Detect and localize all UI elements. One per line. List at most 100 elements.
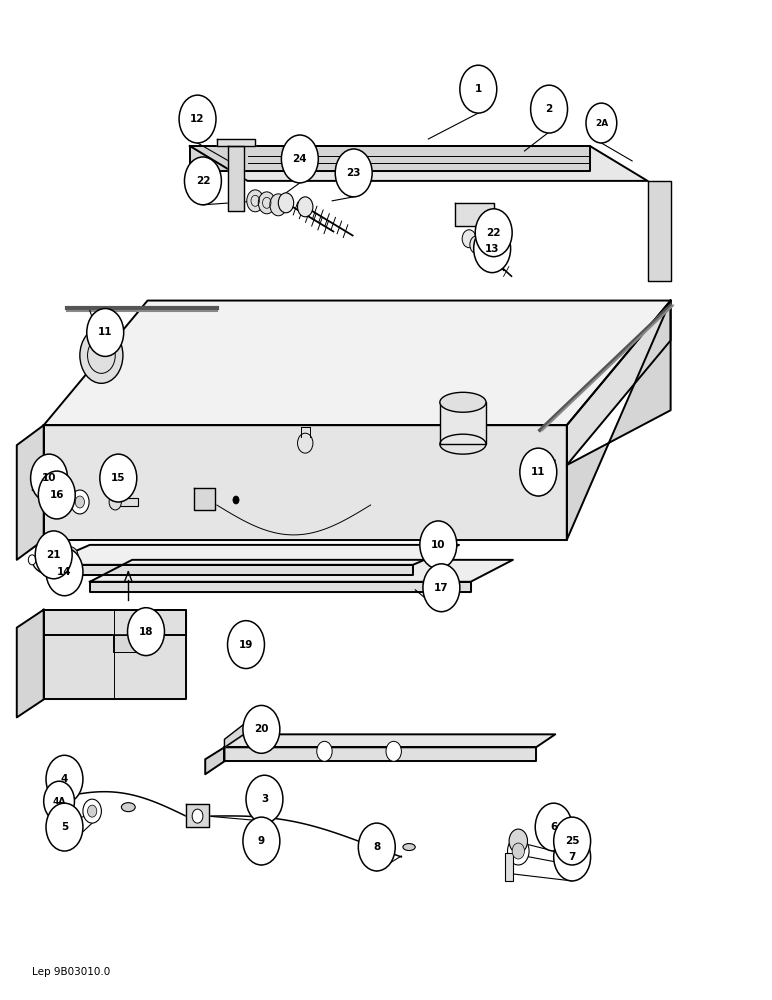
Polygon shape: [90, 560, 513, 582]
Circle shape: [247, 190, 264, 212]
Circle shape: [70, 490, 89, 514]
Circle shape: [335, 149, 372, 197]
Text: 5: 5: [61, 822, 68, 832]
Circle shape: [243, 817, 279, 865]
Circle shape: [297, 197, 313, 217]
Polygon shape: [190, 146, 648, 181]
Circle shape: [127, 608, 164, 656]
Polygon shape: [17, 425, 44, 560]
Circle shape: [80, 327, 123, 383]
Ellipse shape: [440, 392, 486, 412]
Polygon shape: [90, 582, 471, 592]
Bar: [505, 853, 513, 881]
Polygon shape: [17, 610, 44, 717]
Circle shape: [192, 809, 203, 823]
Circle shape: [63, 547, 78, 567]
Circle shape: [535, 803, 572, 851]
Text: 4: 4: [61, 774, 68, 784]
Polygon shape: [567, 301, 671, 540]
Text: 21: 21: [46, 550, 61, 560]
Circle shape: [75, 496, 84, 508]
Circle shape: [179, 95, 216, 143]
Polygon shape: [648, 181, 671, 281]
Ellipse shape: [121, 803, 135, 812]
Circle shape: [317, 741, 332, 761]
Text: 20: 20: [254, 724, 269, 734]
Circle shape: [476, 209, 512, 257]
Text: 10: 10: [431, 540, 445, 550]
Circle shape: [259, 192, 276, 214]
Circle shape: [420, 521, 457, 569]
Circle shape: [66, 555, 74, 565]
Circle shape: [470, 236, 484, 254]
Circle shape: [36, 531, 72, 579]
Circle shape: [474, 225, 510, 273]
Circle shape: [228, 621, 265, 669]
Circle shape: [246, 775, 283, 823]
Text: 12: 12: [190, 114, 205, 124]
Circle shape: [87, 805, 96, 817]
Polygon shape: [567, 301, 671, 465]
Text: 15: 15: [111, 473, 126, 483]
Polygon shape: [113, 635, 136, 652]
Circle shape: [281, 135, 318, 183]
Circle shape: [243, 705, 279, 753]
Circle shape: [100, 454, 137, 502]
Text: 11: 11: [98, 327, 113, 337]
Text: 7: 7: [568, 852, 576, 862]
Polygon shape: [44, 425, 567, 540]
Circle shape: [29, 555, 36, 565]
Circle shape: [46, 755, 83, 803]
Text: 6: 6: [550, 822, 557, 832]
Text: 4A: 4A: [52, 797, 66, 806]
Text: 14: 14: [57, 567, 72, 577]
Polygon shape: [190, 146, 590, 171]
Circle shape: [460, 65, 496, 113]
Text: 9: 9: [258, 836, 265, 846]
Ellipse shape: [47, 797, 61, 805]
Text: 17: 17: [434, 583, 449, 593]
Text: 25: 25: [565, 836, 580, 846]
Circle shape: [358, 823, 395, 871]
Polygon shape: [455, 203, 493, 226]
Text: 24: 24: [293, 154, 307, 164]
Polygon shape: [44, 565, 413, 575]
Circle shape: [586, 103, 617, 143]
Circle shape: [83, 799, 101, 823]
Text: 19: 19: [239, 640, 253, 650]
Circle shape: [530, 85, 567, 133]
Bar: [115, 498, 138, 506]
Polygon shape: [44, 610, 186, 699]
Bar: [440, 402, 486, 444]
Circle shape: [279, 193, 293, 213]
Circle shape: [512, 843, 524, 859]
Text: 2A: 2A: [594, 119, 608, 128]
Circle shape: [270, 194, 286, 216]
Polygon shape: [217, 139, 256, 146]
Polygon shape: [225, 724, 244, 747]
Polygon shape: [186, 804, 209, 827]
Circle shape: [233, 496, 239, 504]
Polygon shape: [194, 488, 215, 510]
Text: 18: 18: [139, 627, 154, 637]
Circle shape: [109, 494, 121, 510]
Circle shape: [507, 837, 529, 865]
Text: 2: 2: [546, 104, 553, 114]
Circle shape: [554, 817, 591, 865]
Text: 1: 1: [475, 84, 482, 94]
Polygon shape: [44, 610, 186, 635]
Circle shape: [46, 548, 83, 596]
Text: Lep 9B03010.0: Lep 9B03010.0: [32, 967, 110, 977]
Text: 3: 3: [261, 794, 268, 804]
Polygon shape: [225, 734, 555, 747]
Circle shape: [386, 741, 401, 761]
Circle shape: [31, 454, 67, 502]
Circle shape: [462, 230, 476, 248]
Polygon shape: [225, 747, 536, 761]
Text: 11: 11: [531, 467, 546, 477]
Circle shape: [554, 833, 591, 881]
Text: 22: 22: [486, 228, 501, 238]
Polygon shape: [44, 301, 671, 425]
Polygon shape: [205, 747, 225, 774]
Text: 22: 22: [195, 176, 210, 186]
